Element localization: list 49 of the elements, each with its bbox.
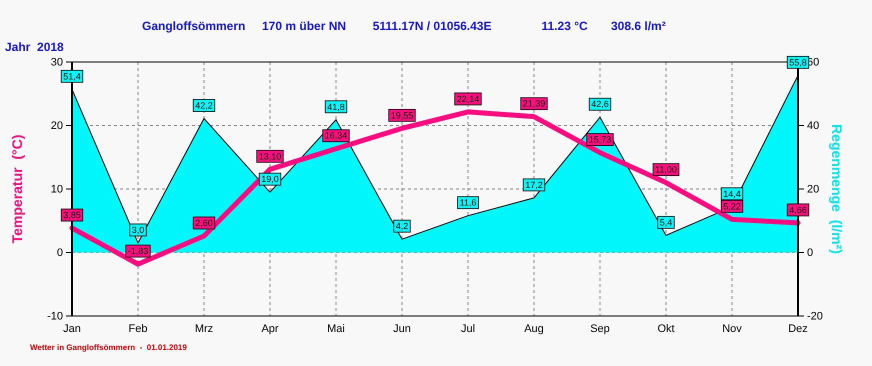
- data-label: 15,73: [588, 134, 612, 145]
- data-label: 3,0: [132, 224, 144, 235]
- x-tick-label: Jan: [63, 322, 81, 335]
- data-label: -1,83: [128, 246, 148, 256]
- y2-tick-label: 40: [807, 120, 820, 132]
- data-label: 21,39: [522, 98, 546, 109]
- data-label: 11,00: [655, 164, 677, 175]
- text: Wetter in Gangloffsömmern - 01.01.2019: [30, 343, 188, 352]
- x-tick-label: Feb: [128, 322, 148, 335]
- x-tick-label: Mrz: [194, 322, 214, 335]
- x-tick-label: Jun: [393, 322, 411, 335]
- chart-title: Gangloffsömmern 170 m über NN 5111.17N / 01056.43E 11.23 °C 308.6 l/m²: [142, 19, 666, 33]
- data-label: 4,2: [396, 221, 408, 232]
- data-label: 16,34: [324, 130, 348, 141]
- y-tick-label: 30: [50, 56, 63, 69]
- data-label: 2,60: [195, 218, 213, 228]
- x-tick-label: Dez: [788, 322, 808, 335]
- data-label: 4,66: [789, 204, 807, 215]
- data-label: 51,4: [63, 71, 81, 82]
- y2-tick-label: -20: [807, 310, 823, 323]
- x-tick-label: Nov: [722, 322, 742, 335]
- y-tick-label: 20: [50, 120, 63, 132]
- x-tick-label: Mai: [327, 322, 345, 335]
- x-tick-label: Jul: [460, 322, 476, 335]
- chart-subtitle: Jahr 2018: [5, 40, 64, 54]
- y2-tick-label: 20: [807, 184, 820, 196]
- data-label: 55,8: [789, 57, 807, 68]
- data-label: 22,14: [456, 94, 480, 104]
- x-tick-label: Okt: [657, 322, 675, 335]
- x-tick-label: Apr: [261, 322, 279, 335]
- data-label: 5,4: [660, 217, 672, 228]
- data-label: 3,85: [63, 210, 81, 220]
- y2-tick-label: 0: [807, 247, 814, 260]
- data-label: 19,55: [390, 110, 414, 120]
- y-axis-title: Temperatur (°C): [9, 134, 25, 244]
- x-tick-label: Aug: [524, 322, 544, 335]
- data-label: 19,0: [261, 174, 279, 184]
- data-label: 11,6: [460, 198, 476, 208]
- y2-axis-title: Regenmenge (l/m²): [829, 124, 845, 254]
- data-label: 14,4: [723, 188, 741, 199]
- y-tick-label: 10: [50, 184, 63, 196]
- data-label: 17,2: [525, 180, 543, 190]
- y-tick-label: 0: [56, 247, 63, 260]
- x-tick-label: Sep: [590, 322, 610, 335]
- data-label: 13,10: [258, 151, 282, 162]
- data-label: 42,6: [591, 99, 609, 110]
- data-label: 42,2: [195, 100, 213, 111]
- y-tick-label: -10: [47, 310, 63, 323]
- data-label: 41,8: [327, 102, 345, 112]
